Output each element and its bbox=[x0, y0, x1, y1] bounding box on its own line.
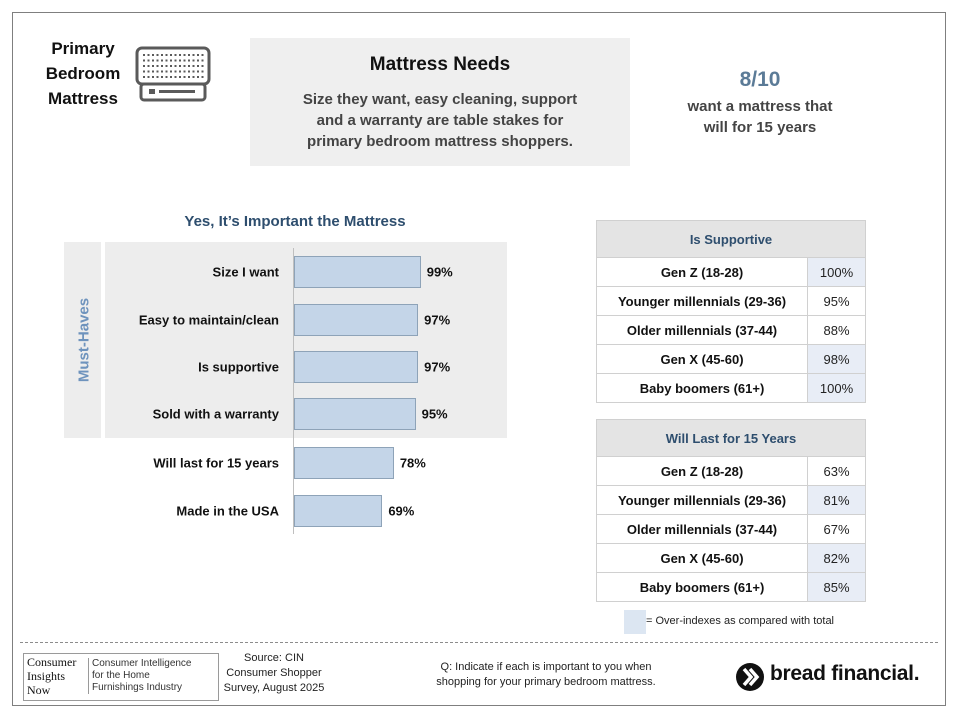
percent-value: 81% bbox=[807, 485, 866, 515]
bar bbox=[294, 351, 419, 383]
data-label: 97% bbox=[424, 312, 451, 328]
table-row: Younger millennials (29-36) 81% bbox=[596, 485, 866, 515]
category-label: Sold with a warranty bbox=[152, 406, 279, 422]
last-15-years-table: Will Last for 15 Years Gen Z (18-28) 63% Y… bbox=[596, 419, 866, 602]
page-title: Primary Bedroom Mattress bbox=[30, 36, 136, 111]
title-line: Primary bbox=[51, 39, 115, 58]
generation-label: Younger millennials (29-36) bbox=[596, 485, 808, 515]
bar bbox=[294, 398, 416, 430]
mattress-icon bbox=[135, 46, 211, 102]
percent-value: 88% bbox=[807, 315, 866, 345]
table-title: Is Supportive bbox=[596, 220, 866, 258]
stat-text: want a mattress that will for 15 years bbox=[670, 96, 850, 138]
question-note: Q: Indicate if each is important to you … bbox=[406, 660, 686, 690]
percent-value: 95% bbox=[807, 286, 866, 316]
bread-financial-logo: bread financial. bbox=[770, 662, 920, 685]
table-row: Gen Z (18-28) 63% bbox=[596, 456, 866, 486]
chart-axis-line bbox=[293, 248, 294, 534]
needs-title: Mattress Needs bbox=[369, 54, 511, 75]
source-line: Survey, August 2025 bbox=[223, 682, 325, 694]
generation-label: Gen X (45-60) bbox=[596, 543, 808, 573]
must-haves-label: Must-Haves bbox=[75, 297, 93, 383]
cin-tagline-line: for the Home bbox=[92, 670, 150, 681]
data-label: 95% bbox=[421, 406, 448, 422]
generation-label: Older millennials (37-44) bbox=[596, 315, 808, 345]
bar bbox=[294, 495, 383, 527]
cin-tagline-line: Furnishings Industry bbox=[92, 682, 183, 693]
mattress-needs-box: Mattress Needs Size they want, easy clea… bbox=[250, 38, 630, 166]
title-line: Mattress bbox=[48, 89, 118, 108]
table-row: Gen Z (18-28) 100% bbox=[596, 257, 866, 287]
generation-label: Baby boomers (61+) bbox=[596, 572, 808, 602]
source-line: Source: CIN bbox=[244, 652, 304, 664]
table-title: Will Last for 15 Years bbox=[596, 419, 866, 457]
generation-label: Older millennials (37-44) bbox=[596, 514, 808, 544]
table-row: Baby boomers (61+) 100% bbox=[596, 373, 866, 403]
category-label: Size I want bbox=[212, 264, 279, 280]
category-label: Is supportive bbox=[198, 359, 279, 375]
percent-value: 98% bbox=[807, 344, 866, 374]
table-row: Gen X (45-60) 82% bbox=[596, 543, 866, 573]
needs-subtitle-line: Size they want, easy cleaning, support bbox=[302, 91, 578, 108]
percent-value: 85% bbox=[807, 572, 866, 602]
needs-subtitle-line: and a warranty are table stakes for bbox=[316, 112, 564, 129]
percent-value: 100% bbox=[807, 373, 866, 403]
chart-title: Yes, It’s Important the Mattress bbox=[184, 213, 406, 230]
generation-label: Gen X (45-60) bbox=[596, 344, 808, 374]
category-label: Will last for 15 years bbox=[153, 455, 279, 471]
bar bbox=[294, 447, 394, 479]
generation-label: Gen Z (18-28) bbox=[596, 456, 808, 486]
table-row: Gen X (45-60) 98% bbox=[596, 344, 866, 374]
data-label: 99% bbox=[426, 264, 453, 280]
legend-swatch bbox=[624, 610, 646, 634]
bar bbox=[294, 304, 419, 336]
table-row: Younger millennials (29-36) 95% bbox=[596, 286, 866, 316]
source-note: Source: CIN Consumer Shopper Survey, Aug… bbox=[214, 651, 334, 696]
cin-tagline-line: Consumer Intelligence bbox=[92, 658, 192, 669]
legend-text: = Over-indexes as compared with total bbox=[646, 615, 835, 627]
question-line: Q: Indicate if each is important to you … bbox=[440, 661, 652, 673]
percent-value: 100% bbox=[807, 257, 866, 287]
source-line: Consumer Shopper bbox=[226, 667, 322, 679]
percent-value: 82% bbox=[807, 543, 866, 573]
question-line: shopping for your primary bedroom mattre… bbox=[436, 676, 656, 688]
title-line: Bedroom bbox=[45, 64, 121, 83]
cin-tagline: Consumer Intelligence for the Home Furni… bbox=[88, 658, 220, 694]
needs-subtitle: Size they want, easy cleaning, support a… bbox=[286, 89, 594, 152]
bar bbox=[294, 256, 421, 288]
stat-text-line: want a mattress that bbox=[687, 98, 833, 115]
data-label: 97% bbox=[424, 359, 451, 375]
needs-subtitle-line: primary bedroom mattress shoppers. bbox=[307, 133, 573, 150]
cin-logo-word: Consumer bbox=[27, 655, 77, 669]
data-label: 69% bbox=[388, 503, 415, 519]
stat-value: 8/10 bbox=[739, 68, 781, 91]
table-row: Older millennials (37-44) 67% bbox=[596, 514, 866, 544]
must-haves-band bbox=[64, 242, 507, 438]
category-label: Easy to maintain/clean bbox=[138, 312, 279, 328]
band-divider bbox=[101, 242, 105, 438]
category-label: Made in the USA bbox=[176, 503, 279, 519]
percent-value: 67% bbox=[807, 514, 866, 544]
generation-label: Gen Z (18-28) bbox=[596, 257, 808, 287]
table-row: Older millennials (37-44) 88% bbox=[596, 315, 866, 345]
bread-financial-logo-icon bbox=[736, 663, 764, 691]
cin-logo-mark: Consumer Insights Now bbox=[25, 655, 87, 699]
cin-logo-word: Insights bbox=[27, 669, 66, 683]
supportive-table: Is Supportive Gen Z (18-28) 100% Younger m… bbox=[596, 220, 866, 403]
footer-divider bbox=[20, 642, 938, 643]
slide-frame bbox=[12, 12, 946, 706]
percent-value: 63% bbox=[807, 456, 866, 486]
generation-label: Baby boomers (61+) bbox=[596, 373, 808, 403]
cin-logo-word: Now bbox=[27, 683, 51, 697]
generation-label: Younger millennials (29-36) bbox=[596, 286, 808, 316]
cin-logo: Consumer Insights Now Consumer Intellige… bbox=[23, 653, 219, 701]
data-label: 78% bbox=[399, 455, 426, 471]
table-row: Baby boomers (61+) 85% bbox=[596, 572, 866, 602]
stat-text-line: will for 15 years bbox=[703, 119, 817, 136]
